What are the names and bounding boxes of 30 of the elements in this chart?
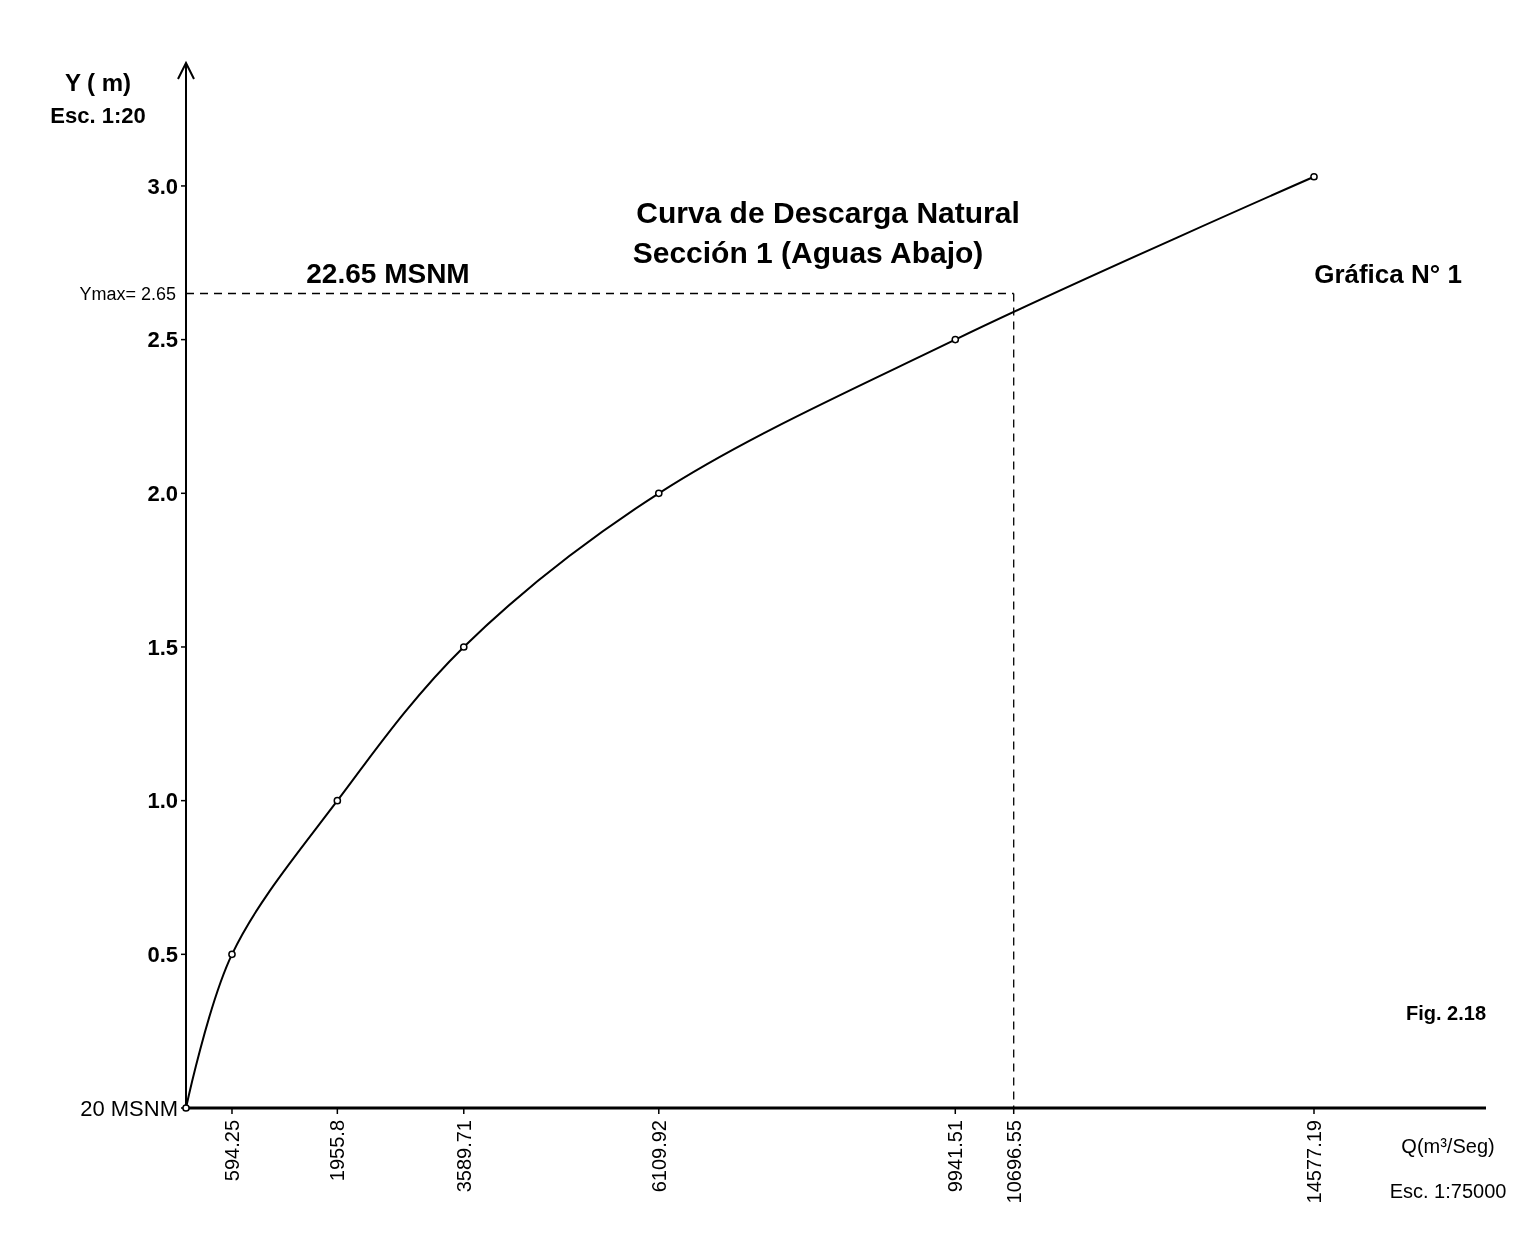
text: Curva de Descarga Natural: [636, 196, 1020, 229]
text: Sección 1 (Aguas Abajo): [632, 236, 984, 269]
ref-line-label: Ymax= 2.65: [79, 283, 176, 304]
y-tick-label: 2.0: [147, 480, 178, 506]
annotation: Fig. 2.18: [1405, 1002, 1486, 1024]
annotation: Gráfica N° 1: [1314, 259, 1462, 289]
point: [228, 950, 236, 959]
x-tick-label: 594.25: [220, 1120, 243, 1182]
y-tick-label: 1.0: [147, 788, 178, 814]
x-tick-label: 6109.92: [647, 1120, 670, 1193]
x-tick-label: 3589.71: [452, 1120, 475, 1193]
y-tick-label: 2.5: [147, 327, 178, 353]
x-axis-title: Q(m³/Seg): [1401, 1135, 1495, 1157]
point: [654, 489, 663, 498]
point: [951, 335, 960, 344]
x-tick-label: 9941.51: [944, 1120, 967, 1193]
annotation: 22.65 MSNM: [306, 258, 470, 289]
text: 20 MSNM: [80, 1096, 178, 1121]
x-tick-label: 10696.55: [1002, 1120, 1025, 1204]
y-tick-label: 0.5: [147, 942, 178, 968]
y-tick-label: 1.5: [147, 634, 178, 660]
text: Esc. 1:75000: [1389, 1180, 1507, 1202]
x-tick-label: 1955.8: [326, 1120, 349, 1182]
x-tick-label: 14577.19: [1303, 1120, 1325, 1204]
y-axis-title: Y ( m): [64, 69, 132, 96]
point: [333, 796, 342, 805]
y-tick-label: 3.0: [147, 173, 178, 199]
text: Esc. 1:20: [50, 103, 146, 128]
point: [459, 643, 468, 651]
point: [1310, 172, 1318, 181]
